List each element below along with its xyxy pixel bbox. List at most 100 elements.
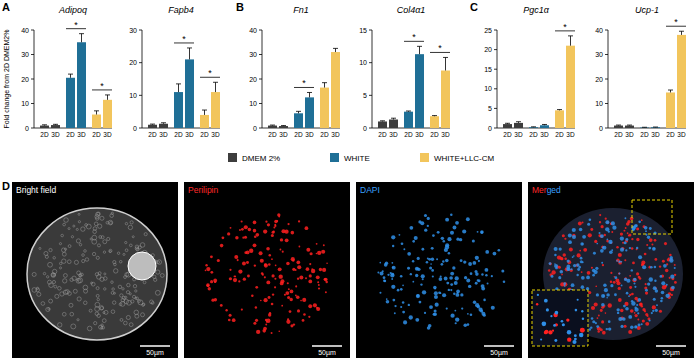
signal xyxy=(595,285,597,287)
y-tick-label: 30 xyxy=(595,51,603,58)
signal xyxy=(449,276,453,280)
signal xyxy=(260,259,264,263)
signal xyxy=(653,298,656,301)
marks xyxy=(268,48,340,128)
texture xyxy=(143,281,146,284)
signal xyxy=(588,233,592,237)
chart-title: Pgc1α xyxy=(523,5,550,15)
signal xyxy=(577,253,581,257)
signal xyxy=(271,332,273,334)
signal xyxy=(655,289,659,293)
signal xyxy=(551,275,554,278)
y-tick-label: 0 xyxy=(599,125,603,132)
inset-signal xyxy=(566,318,569,321)
x-tick-label: 3D xyxy=(677,131,686,138)
error-bar xyxy=(270,125,275,126)
signal xyxy=(443,240,446,243)
signal xyxy=(623,325,626,328)
signal xyxy=(256,330,260,334)
signal xyxy=(645,322,649,326)
bar xyxy=(148,125,157,128)
signal xyxy=(605,220,609,224)
signal xyxy=(303,313,306,316)
signal xyxy=(243,278,246,281)
image-background xyxy=(528,182,694,358)
texture xyxy=(68,292,72,296)
signal xyxy=(587,271,591,275)
signal xyxy=(620,309,623,312)
signal xyxy=(651,244,653,246)
texture xyxy=(113,269,117,273)
signal xyxy=(450,214,453,217)
signal xyxy=(456,290,460,294)
signal xyxy=(618,261,622,265)
signal xyxy=(387,274,389,276)
error-bar xyxy=(296,111,301,113)
error-line xyxy=(107,95,108,100)
signal xyxy=(402,311,405,314)
y-tick xyxy=(139,62,142,63)
texture xyxy=(129,293,131,295)
texture xyxy=(63,279,67,283)
signal xyxy=(604,288,608,292)
signal xyxy=(669,258,673,262)
signal xyxy=(306,248,310,252)
chart: Ucp-10102030402D3D2D3D2D3D* xyxy=(595,5,686,138)
signal xyxy=(674,281,677,284)
bar xyxy=(540,125,549,128)
signal xyxy=(319,268,322,271)
signal xyxy=(564,285,566,287)
signal xyxy=(628,315,632,319)
signal xyxy=(642,265,646,269)
signal xyxy=(428,258,431,261)
x-tick-label: 3D xyxy=(651,131,660,138)
texture xyxy=(81,227,85,231)
signal xyxy=(590,228,593,231)
texture xyxy=(129,323,133,327)
y-tick xyxy=(139,128,142,129)
inset-signal xyxy=(567,337,571,341)
scale-bar-label: 50µm xyxy=(146,349,164,357)
signal xyxy=(440,275,442,277)
panel-label: C xyxy=(470,1,478,13)
texture xyxy=(61,234,64,237)
signal xyxy=(631,238,633,240)
signal xyxy=(638,221,641,224)
signal xyxy=(628,295,630,297)
texture xyxy=(67,260,71,264)
signal xyxy=(264,276,266,278)
error-line xyxy=(81,34,82,43)
scale-bar-label: 50µm xyxy=(662,349,680,357)
signal xyxy=(665,269,669,273)
signal xyxy=(591,306,595,310)
texture xyxy=(62,252,66,256)
signal xyxy=(297,309,300,312)
chart: Pgc1α05101520252D3D2D3D2D3D* xyxy=(484,5,575,138)
x-tick-label: 3D xyxy=(103,131,112,138)
y-tick-label: 0 xyxy=(253,125,257,132)
signal xyxy=(599,232,601,234)
signal xyxy=(316,307,320,311)
signal xyxy=(206,267,210,271)
y-tick xyxy=(369,95,372,96)
signal xyxy=(618,272,620,274)
bar xyxy=(200,115,209,128)
signal xyxy=(474,270,477,273)
texture xyxy=(128,225,132,229)
signal xyxy=(450,231,454,235)
image-title: Merged xyxy=(532,185,561,195)
signal xyxy=(654,266,657,269)
signal xyxy=(601,262,603,264)
signal xyxy=(248,228,251,231)
error-cap xyxy=(642,127,647,128)
error-bar xyxy=(391,118,396,119)
texture xyxy=(97,244,100,247)
texture xyxy=(92,235,97,240)
signal xyxy=(624,241,627,244)
error-line xyxy=(681,31,682,35)
texture xyxy=(39,247,41,249)
y-tick-label: 10 xyxy=(484,85,492,92)
signal xyxy=(421,248,424,251)
inset-signal xyxy=(542,322,547,327)
signal xyxy=(582,222,584,224)
